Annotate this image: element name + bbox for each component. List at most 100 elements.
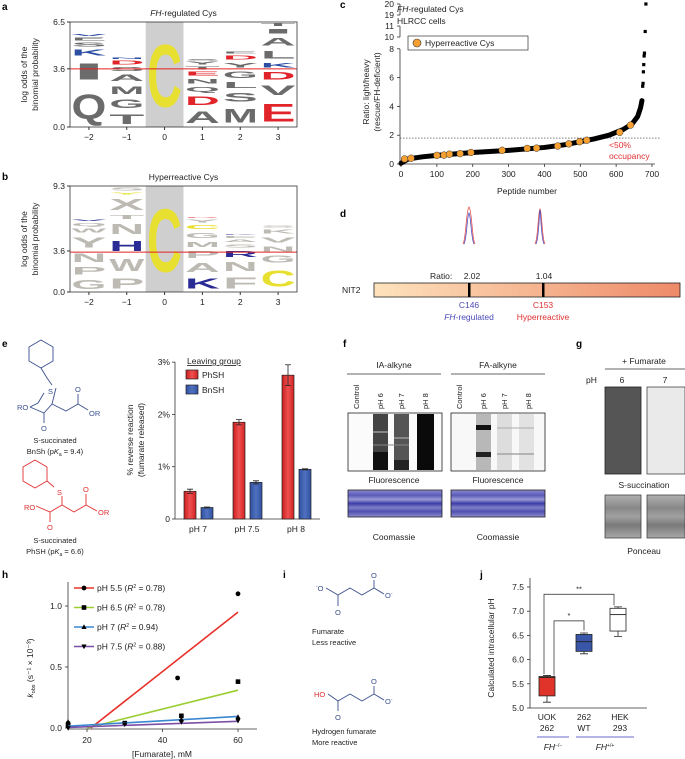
legend-label-bnsh: BnSH bbox=[202, 385, 224, 395]
y-tick-label: 7.0 bbox=[512, 606, 524, 616]
x-tick-label: 60 bbox=[233, 735, 243, 745]
box bbox=[538, 676, 556, 697]
lane-label: pH 7 bbox=[397, 393, 406, 409]
logo-letter: Y bbox=[109, 192, 144, 196]
logo-letter: D bbox=[109, 60, 145, 66]
y-axis-label-2: binomial probability bbox=[30, 37, 40, 111]
bond bbox=[40, 367, 53, 386]
hyperreactive-point bbox=[445, 150, 454, 158]
logo-letter: R bbox=[223, 250, 259, 259]
bar-phsh bbox=[183, 490, 197, 520]
fluorescence-label-ia: Fluorescence bbox=[368, 475, 419, 485]
logo-letter: Y bbox=[223, 61, 260, 69]
peptide-point bbox=[641, 81, 645, 85]
logo-letter: M bbox=[109, 85, 145, 96]
y-tick-label: 3.6 bbox=[53, 64, 65, 74]
legend-label: Hyperreactive Cys bbox=[425, 38, 494, 48]
x-tick-label: 600 bbox=[609, 169, 623, 179]
logo-letter: L bbox=[223, 81, 260, 90]
name: pH 6.5 ( bbox=[97, 603, 127, 613]
r: R bbox=[127, 603, 133, 613]
blot-ph-7 bbox=[646, 386, 685, 475]
logo-letter: E bbox=[261, 99, 296, 127]
ka-sub: a bbox=[60, 552, 63, 558]
logo-letter: N bbox=[185, 77, 220, 85]
y-tick-label: 0.5 bbox=[50, 662, 62, 672]
x-tick-label: 0 bbox=[399, 169, 404, 179]
lane-label: pH 8 bbox=[524, 393, 533, 409]
name: pH 7.5 ( bbox=[97, 642, 127, 652]
atom-o: O bbox=[335, 713, 341, 722]
logo-letter: E bbox=[223, 235, 258, 239]
kobs-plot: kobs (s⁻¹ × 10⁻³) [Fumarate], mM 0.0 0.5 1… bbox=[25, 582, 257, 759]
y-tick-label: 9.3 bbox=[53, 181, 65, 191]
error-bar bbox=[302, 468, 308, 471]
hyperreactive-point bbox=[626, 121, 635, 129]
legend-swatch-bnsh bbox=[185, 384, 199, 395]
charge: - bbox=[391, 697, 393, 703]
coomassie-label-ia: Coomassie bbox=[373, 532, 416, 542]
logo-letter: K bbox=[185, 276, 220, 292]
ratio-label: Ratio: bbox=[430, 271, 452, 281]
ponceau-label: Ponceau bbox=[627, 546, 661, 556]
legend-marker-ph-7 bbox=[81, 624, 87, 629]
logo-letter: C bbox=[185, 224, 220, 230]
panel-label-b: b bbox=[2, 172, 8, 183]
data-point-ph-7 bbox=[235, 714, 241, 720]
logo-letter: N bbox=[109, 221, 144, 237]
structure-fumarate: -O O O O- Fumarate Less reactive bbox=[312, 571, 393, 647]
peak-red-c146 bbox=[462, 206, 476, 245]
y-tick-label: 1% bbox=[158, 462, 171, 472]
hyperreactive-point bbox=[523, 144, 531, 153]
logo-letter: D bbox=[261, 71, 298, 82]
hyperreactive-point bbox=[467, 148, 475, 157]
logo-letter: Y bbox=[72, 235, 110, 251]
sup: +/+ bbox=[607, 743, 614, 749]
y-tick-label: 6.0 bbox=[512, 655, 524, 665]
legend-label-ph-7: pH 7 (R2 = 0.94) bbox=[97, 622, 158, 632]
site-c146-desc: FH-regulated bbox=[444, 312, 494, 322]
x-tick-label: 300 bbox=[501, 169, 515, 179]
name: pH 7 ( bbox=[97, 622, 120, 632]
ka: K bbox=[55, 547, 61, 556]
panel-label-e: e bbox=[2, 339, 8, 350]
x-tick-label: 400 bbox=[537, 169, 551, 179]
y-tick-label: 0.0 bbox=[50, 723, 62, 733]
atom-o: O bbox=[75, 385, 81, 394]
charge: - bbox=[391, 591, 393, 597]
y-tick-label: 0.0 bbox=[53, 287, 65, 297]
y-axis-label-1: Ratio: light/heavy bbox=[361, 59, 371, 125]
logo-letter: V bbox=[261, 235, 296, 244]
panel-label-j: j bbox=[479, 570, 483, 581]
bond bbox=[77, 403, 89, 411]
y-tick-label: 0 bbox=[165, 514, 170, 524]
logo-letter: T bbox=[261, 22, 298, 27]
logo-letter: T bbox=[109, 111, 147, 127]
k: k bbox=[25, 693, 35, 698]
atom-o: O bbox=[335, 608, 341, 617]
hyperreactive-point bbox=[565, 140, 573, 148]
desc-italic: FH bbox=[444, 312, 456, 322]
group-label-line2: 293 bbox=[613, 723, 627, 733]
r: R bbox=[127, 642, 133, 652]
logo-letter: N bbox=[223, 261, 258, 274]
bar-bnsh bbox=[249, 482, 263, 520]
gene: FH bbox=[596, 742, 608, 752]
highlight-band bbox=[145, 22, 184, 127]
charge: - bbox=[316, 584, 318, 590]
ka: K bbox=[54, 447, 60, 456]
group-label-line2: WT bbox=[577, 723, 590, 733]
error-bar bbox=[187, 488, 193, 494]
benzene-ring-icon bbox=[22, 459, 48, 489]
logo-letter: Q bbox=[72, 222, 107, 228]
y-tick-label: 1.0 bbox=[50, 601, 62, 611]
sup: 2 bbox=[133, 643, 136, 649]
legend-label-ph-5-5: pH 5.5 (R2 = 0.78) bbox=[97, 583, 165, 593]
y-tick-label: 0 bbox=[389, 159, 394, 169]
y-tick-label: 2% bbox=[158, 409, 171, 419]
logo-letter: T bbox=[109, 214, 144, 220]
logo-letter: L bbox=[261, 50, 299, 61]
gel-fa-fluorescence bbox=[450, 412, 546, 472]
